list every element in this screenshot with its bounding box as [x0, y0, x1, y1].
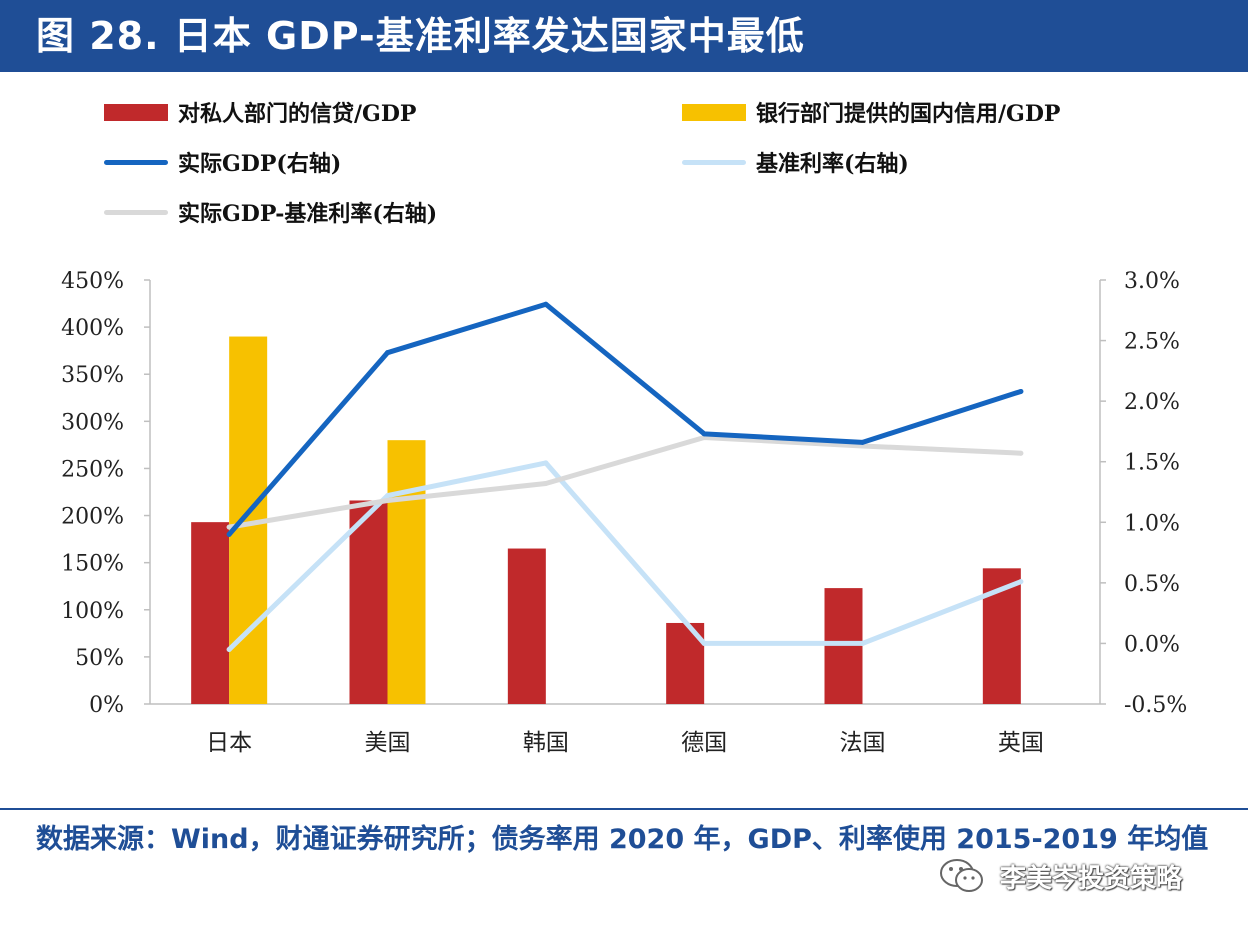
- right-tick-label: 2.5%: [1124, 330, 1180, 355]
- point-real-gdp: [543, 301, 549, 307]
- figure-title: 图 28. 日本 GDP-基准利率发达国家中最低: [0, 0, 1248, 72]
- left-tick-label: 350%: [61, 363, 124, 388]
- source-note: 数据来源：Wind，财通证券研究所；债务率用 2020 年，GDP、利率使用 2…: [36, 824, 1209, 855]
- legend-swatch-bank-credit: [682, 103, 746, 121]
- legend-item-private-credit: 对私人部门的信贷/GDP: [104, 96, 416, 128]
- right-tick-label: 2.0%: [1124, 390, 1180, 415]
- source-divider: [0, 808, 1248, 810]
- legend-item-bank-credit: 银行部门提供的国内信用/GDP: [682, 96, 1060, 128]
- wechat-icon: [940, 859, 983, 892]
- point-real-gdp: [860, 439, 865, 445]
- x-category-label: 德国: [681, 730, 727, 756]
- point-policy-rate: [543, 460, 549, 466]
- legend-swatch-real-gdp: [104, 159, 168, 165]
- point-real-gdp: [1018, 388, 1024, 394]
- legend-label-real-gdp: 实际GDP(右轴): [178, 151, 342, 177]
- point-policy-rate: [1018, 579, 1024, 585]
- right-tick-label: 0.5%: [1124, 572, 1180, 597]
- bar-private-credit: [191, 522, 230, 704]
- x-category-label: 英国: [998, 730, 1044, 756]
- legend-swatch-policy-rate: [682, 159, 746, 165]
- left-tick-label: 400%: [61, 316, 124, 341]
- legend-label-private-credit: 对私人部门的信贷/GDP: [178, 101, 417, 127]
- watermark-text: 李美岑投资策略: [1000, 863, 1183, 894]
- left-tick-label: 50%: [75, 646, 124, 671]
- left-tick-label: 300%: [61, 410, 124, 435]
- x-category-label: 韩国: [523, 730, 569, 756]
- left-tick-label: 100%: [61, 599, 124, 624]
- point-real-gdp: [701, 431, 707, 437]
- legend-label-gdp-minus-rate: 实际GDP-基准利率(右轴): [178, 201, 438, 227]
- point-gdp-minus-rate: [543, 481, 549, 487]
- right-tick-label: 0.0%: [1124, 632, 1180, 657]
- line-policy-rate: [226, 460, 1024, 652]
- bar-private-credit: [824, 588, 863, 704]
- right-tick-label: 3.0%: [1124, 269, 1180, 294]
- legend-label-bank-credit: 银行部门提供的国内信用/GDP: [756, 101, 1061, 127]
- bar-private-credit: [507, 548, 546, 704]
- right-tick-label: -0.5%: [1124, 693, 1187, 718]
- x-category-label: 美国: [365, 730, 411, 756]
- line-real-gdp: [226, 301, 1024, 537]
- point-policy-rate: [385, 493, 390, 499]
- legend-item-policy-rate: 基准利率(右轴): [682, 146, 909, 178]
- watermark: 李美岑投资策略: [938, 856, 1182, 896]
- right-tick-label: 1.0%: [1124, 511, 1180, 536]
- legend-swatch-private-credit: [104, 103, 168, 121]
- left-tick-label: 0%: [89, 693, 124, 718]
- point-gdp-minus-rate: [226, 524, 232, 530]
- left-tick-label: 250%: [61, 457, 124, 482]
- point-real-gdp: [385, 350, 390, 356]
- legend-swatch-gdp-minus-rate: [104, 209, 168, 215]
- point-gdp-minus-rate: [385, 497, 390, 503]
- combo-chart: 450% 400% 350% 300% 250% 200% 150% 100% 50% 0% 3.0…: [61, 269, 1187, 756]
- right-tick-label: 1.5%: [1124, 451, 1180, 476]
- point-real-gdp: [226, 531, 232, 537]
- line-gdp-minus-rate: [226, 434, 1024, 530]
- left-tick-label: 450%: [61, 269, 124, 294]
- point-policy-rate: [860, 640, 865, 646]
- point-gdp-minus-rate: [1018, 450, 1024, 456]
- point-policy-rate: [701, 640, 707, 646]
- legend-label-policy-rate: 基准利率(右轴): [756, 151, 909, 177]
- x-category-label: 日本: [206, 730, 252, 756]
- bar-private-credit: [349, 500, 388, 704]
- x-category-label: 法国: [840, 730, 886, 756]
- left-tick-label: 200%: [61, 505, 124, 530]
- point-policy-rate: [226, 646, 232, 652]
- left-tick-label: 150%: [61, 552, 124, 577]
- legend-item-gdp-minus-rate: 实际GDP-基准利率(右轴): [104, 196, 437, 228]
- bar-bank-credit: [387, 440, 426, 704]
- legend-item-real-gdp: 实际GDP(右轴): [104, 146, 341, 178]
